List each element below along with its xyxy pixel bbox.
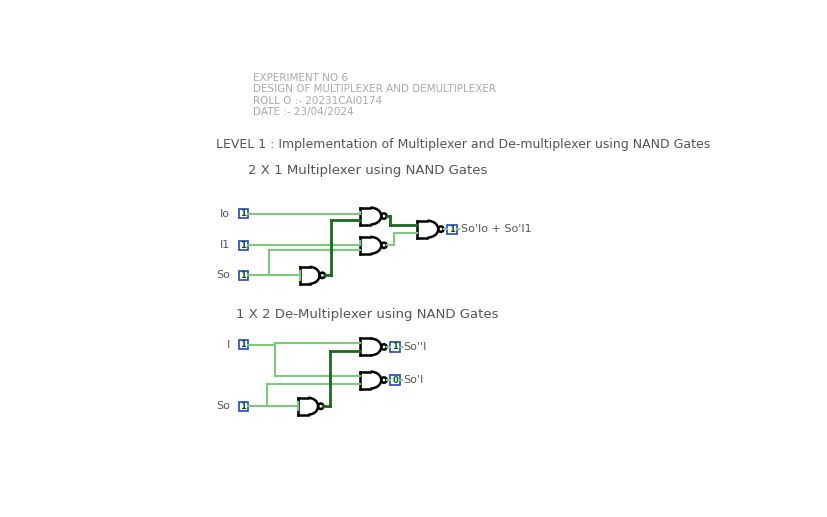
- Text: DESIGN OF MULTIPLEXER AND DEMULTIPLEXER: DESIGN OF MULTIPLEXER AND DEMULTIPLEXER: [253, 84, 496, 95]
- Text: 1: 1: [240, 402, 246, 410]
- Text: I1: I1: [220, 240, 230, 250]
- FancyBboxPatch shape: [238, 209, 248, 218]
- Text: EXPERIMENT NO 6: EXPERIMENT NO 6: [253, 73, 348, 83]
- Text: I: I: [227, 340, 230, 349]
- FancyBboxPatch shape: [238, 271, 248, 280]
- Text: 1: 1: [240, 271, 246, 280]
- Text: ROLL O :- 20231CAI0174: ROLL O :- 20231CAI0174: [253, 96, 382, 106]
- Text: LEVEL 1 : Implementation of Multiplexer and De-multiplexer using NAND Gates: LEVEL 1 : Implementation of Multiplexer …: [215, 138, 709, 150]
- Text: 2 X 1 Multiplexer using NAND Gates: 2 X 1 Multiplexer using NAND Gates: [247, 164, 486, 177]
- Text: So: So: [216, 270, 230, 280]
- Text: 1: 1: [392, 342, 398, 352]
- Text: 1: 1: [240, 340, 246, 349]
- Text: So'Io + So'I1: So'Io + So'I1: [460, 224, 531, 234]
- Text: DATE :- 23/04/2024: DATE :- 23/04/2024: [253, 108, 354, 117]
- Text: So'I: So'I: [403, 375, 423, 385]
- Text: 1: 1: [448, 224, 455, 234]
- Text: So''I: So''I: [403, 342, 427, 352]
- FancyBboxPatch shape: [390, 342, 399, 352]
- FancyBboxPatch shape: [238, 241, 248, 250]
- FancyBboxPatch shape: [238, 402, 248, 411]
- FancyBboxPatch shape: [447, 224, 457, 234]
- Text: 0: 0: [392, 375, 398, 385]
- FancyBboxPatch shape: [390, 375, 399, 385]
- Text: 1: 1: [240, 209, 246, 218]
- Text: Io: Io: [220, 209, 230, 219]
- Text: So: So: [216, 401, 230, 411]
- Text: 1 X 2 De-Multiplexer using NAND Gates: 1 X 2 De-Multiplexer using NAND Gates: [236, 309, 498, 322]
- Text: 1: 1: [240, 241, 246, 250]
- FancyBboxPatch shape: [238, 340, 248, 349]
